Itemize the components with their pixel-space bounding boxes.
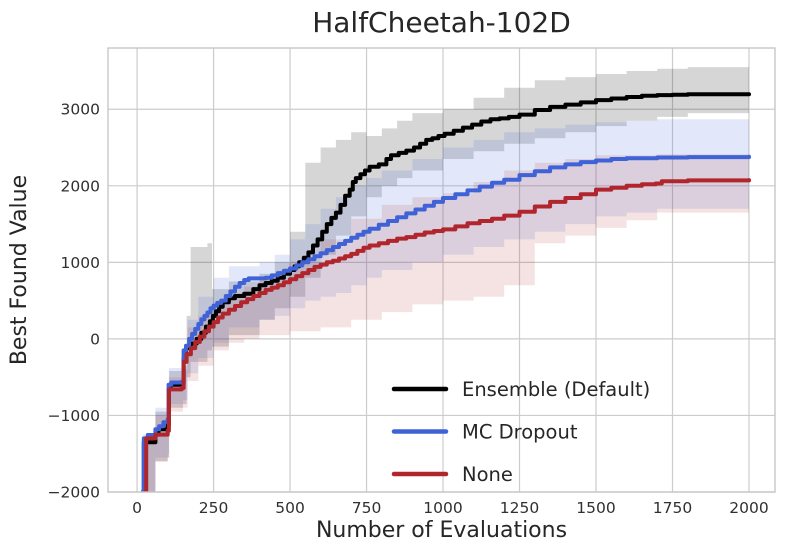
legend: Ensemble (Default) MC Dropout None	[391, 378, 650, 486]
series-line	[141, 154, 751, 492]
x-tick-label: 1750	[653, 499, 692, 517]
series-line	[141, 92, 751, 492]
chart-title: HalfCheetah-102D	[312, 6, 571, 39]
x-tick-label: 2000	[729, 499, 768, 517]
y-tick-label: −2000	[48, 484, 100, 502]
x-axis-label: Number of Evaluations	[315, 518, 568, 543]
confidence-band	[143, 118, 749, 492]
y-tick-label: −1000	[48, 407, 100, 425]
legend-label: None	[462, 463, 513, 486]
y-tick-label: 3000	[61, 101, 100, 119]
data-layer	[141, 66, 751, 492]
confidence-band	[145, 154, 750, 492]
y-tick-label: 2000	[61, 177, 100, 195]
legend-label: Ensemble (Default)	[462, 378, 650, 401]
x-tick-label: 1500	[576, 499, 615, 517]
series-line	[143, 178, 751, 492]
x-tick-label: 1250	[500, 499, 539, 517]
plot-border	[107, 47, 776, 493]
x-tick-label: 750	[352, 499, 382, 517]
legend-label: MC Dropout	[462, 421, 578, 444]
x-tick-label: 0	[132, 499, 142, 517]
x-tick-label: 500	[275, 499, 305, 517]
x-tick-label: 1000	[423, 499, 462, 517]
x-tick-label: 250	[199, 499, 229, 517]
y-tick-label: 1000	[61, 254, 100, 272]
y-tick-label: 0	[90, 330, 100, 348]
